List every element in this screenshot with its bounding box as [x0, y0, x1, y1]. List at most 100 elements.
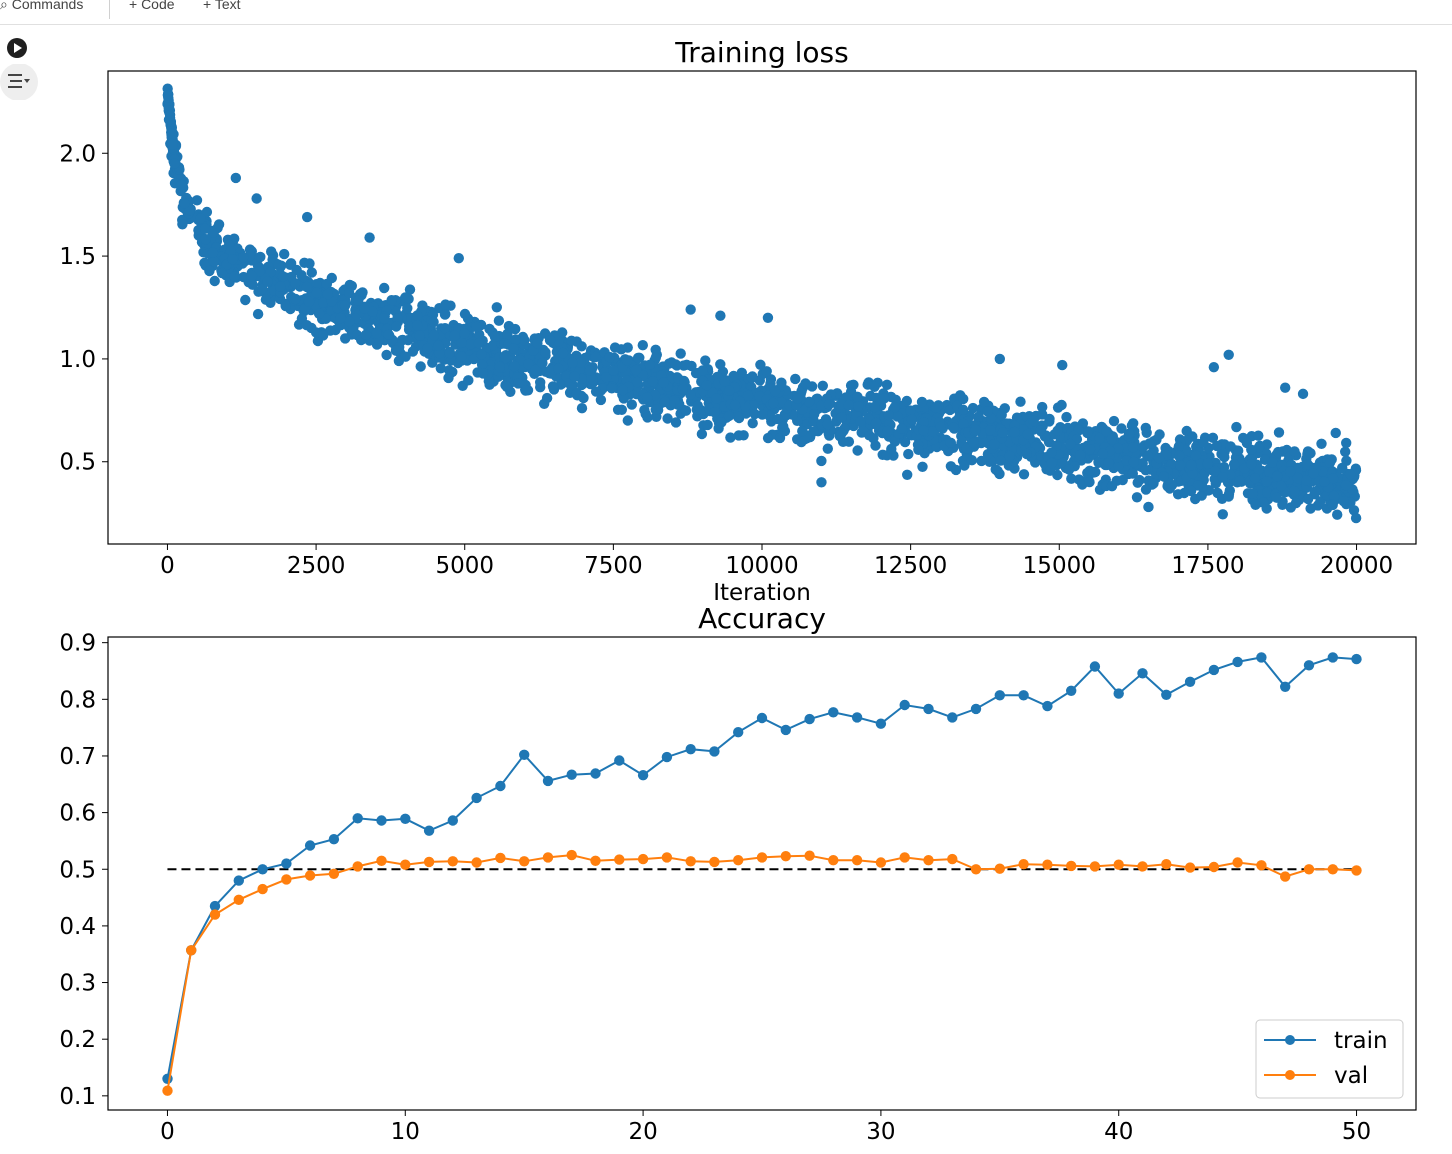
add-code-button[interactable]: + Code	[129, 0, 175, 12]
loss-point	[260, 294, 272, 305]
loss-point	[622, 415, 633, 426]
loss-point	[1253, 430, 1264, 441]
loss-point	[1262, 487, 1273, 498]
point-val	[947, 853, 958, 865]
point-train	[1256, 652, 1267, 663]
accuracy-plot: Accuracy 0 10 20 30 40 50 0.1 0.2 0.3 0.4 0.5 0.6 0.…	[59, 602, 1417, 1145]
loss-point	[379, 313, 390, 324]
x-tick-label: 12500	[874, 553, 947, 579]
loss-point	[1061, 411, 1072, 423]
loss-point	[692, 400, 703, 411]
loss-point	[852, 391, 863, 402]
y-tick-label: 0.6	[59, 801, 96, 827]
run-cell-button[interactable]	[6, 37, 28, 63]
point-val	[733, 855, 744, 866]
loss-point	[816, 455, 827, 467]
loss-point	[1301, 475, 1312, 486]
loss-point	[1187, 468, 1198, 479]
loss-point	[335, 312, 346, 324]
loss-point	[1305, 503, 1316, 514]
point-train	[709, 746, 720, 757]
y-tick-label: 0.3	[59, 971, 96, 997]
training-loss-ticks: 0 2500 5000 7500 10000 12500 15000 17500 20000 0.…	[59, 141, 1393, 579]
commands-button[interactable]: ⌕ Commands	[0, 0, 83, 13]
loss-point	[958, 393, 969, 405]
loss-point	[1004, 450, 1015, 462]
loss-point	[541, 392, 553, 404]
output-actions-button[interactable]	[0, 63, 40, 104]
loss-point	[164, 109, 176, 121]
point-val	[590, 855, 601, 866]
point-train	[209, 900, 221, 912]
loss-point	[1208, 361, 1220, 373]
notebook-toolbar: ⌕ Commands + Code + Text	[0, 0, 1452, 25]
loss-point	[903, 448, 914, 460]
loss-point	[532, 338, 543, 349]
loss-point	[456, 351, 467, 362]
loss-point	[792, 393, 803, 404]
point-train	[566, 769, 577, 780]
y-tick-label: 0.1	[59, 1084, 96, 1110]
loss-point	[1057, 457, 1068, 468]
loss-point	[1223, 491, 1234, 502]
loss-point	[1264, 467, 1275, 478]
point-train	[637, 770, 649, 781]
loss-point	[608, 365, 619, 376]
loss-point	[509, 360, 520, 372]
loss-point	[1140, 422, 1152, 434]
loss-point	[230, 172, 242, 184]
point-val	[899, 852, 910, 863]
loss-point	[1217, 472, 1229, 483]
loss-point	[716, 417, 727, 428]
y-tick-label: 0.8	[59, 687, 96, 713]
loss-point	[843, 399, 855, 411]
loss-point	[195, 213, 206, 224]
loss-point	[179, 198, 190, 209]
loss-point	[1273, 446, 1284, 458]
loss-point	[1231, 421, 1242, 433]
point-val	[566, 849, 577, 861]
loss-point	[317, 330, 329, 341]
loss-point	[1289, 446, 1300, 457]
loss-point	[379, 282, 390, 294]
loss-point	[869, 401, 880, 413]
loss-point	[1228, 459, 1240, 470]
loss-point	[225, 246, 237, 257]
loss-point	[1209, 474, 1220, 485]
loss-point	[1290, 497, 1302, 509]
point-val	[328, 868, 340, 879]
loss-point	[1052, 425, 1063, 436]
loss-point	[340, 333, 351, 344]
loss-point	[762, 432, 774, 444]
loss-point	[257, 283, 268, 295]
loss-point	[685, 304, 696, 315]
point-train	[1161, 689, 1172, 700]
point-val	[304, 870, 316, 881]
loss-point	[1179, 487, 1190, 499]
x-tick-label: 15000	[1023, 553, 1096, 579]
loss-point	[1273, 427, 1285, 438]
loss-point	[742, 390, 754, 401]
loss-point	[1292, 464, 1304, 475]
point-train	[685, 744, 696, 755]
loss-point	[1277, 499, 1288, 510]
loss-point	[723, 410, 735, 422]
add-text-button[interactable]: + Text	[203, 0, 241, 12]
loss-point	[1302, 493, 1314, 505]
legend-label-val: val	[1334, 1063, 1368, 1089]
loss-point	[1258, 497, 1269, 508]
loss-point	[1341, 437, 1352, 449]
point-train	[1137, 668, 1148, 679]
loss-point	[809, 409, 820, 420]
loss-point	[935, 421, 946, 433]
x-tick-label: 5000	[435, 553, 494, 579]
point-val	[1161, 859, 1172, 870]
loss-point	[870, 440, 881, 451]
loss-point	[681, 359, 692, 370]
loss-point	[567, 357, 578, 368]
loss-point	[1101, 426, 1113, 437]
loss-point	[251, 193, 262, 204]
loss-point	[647, 376, 659, 387]
loss-point	[918, 417, 929, 428]
accuracy-frame	[107, 636, 1417, 1111]
